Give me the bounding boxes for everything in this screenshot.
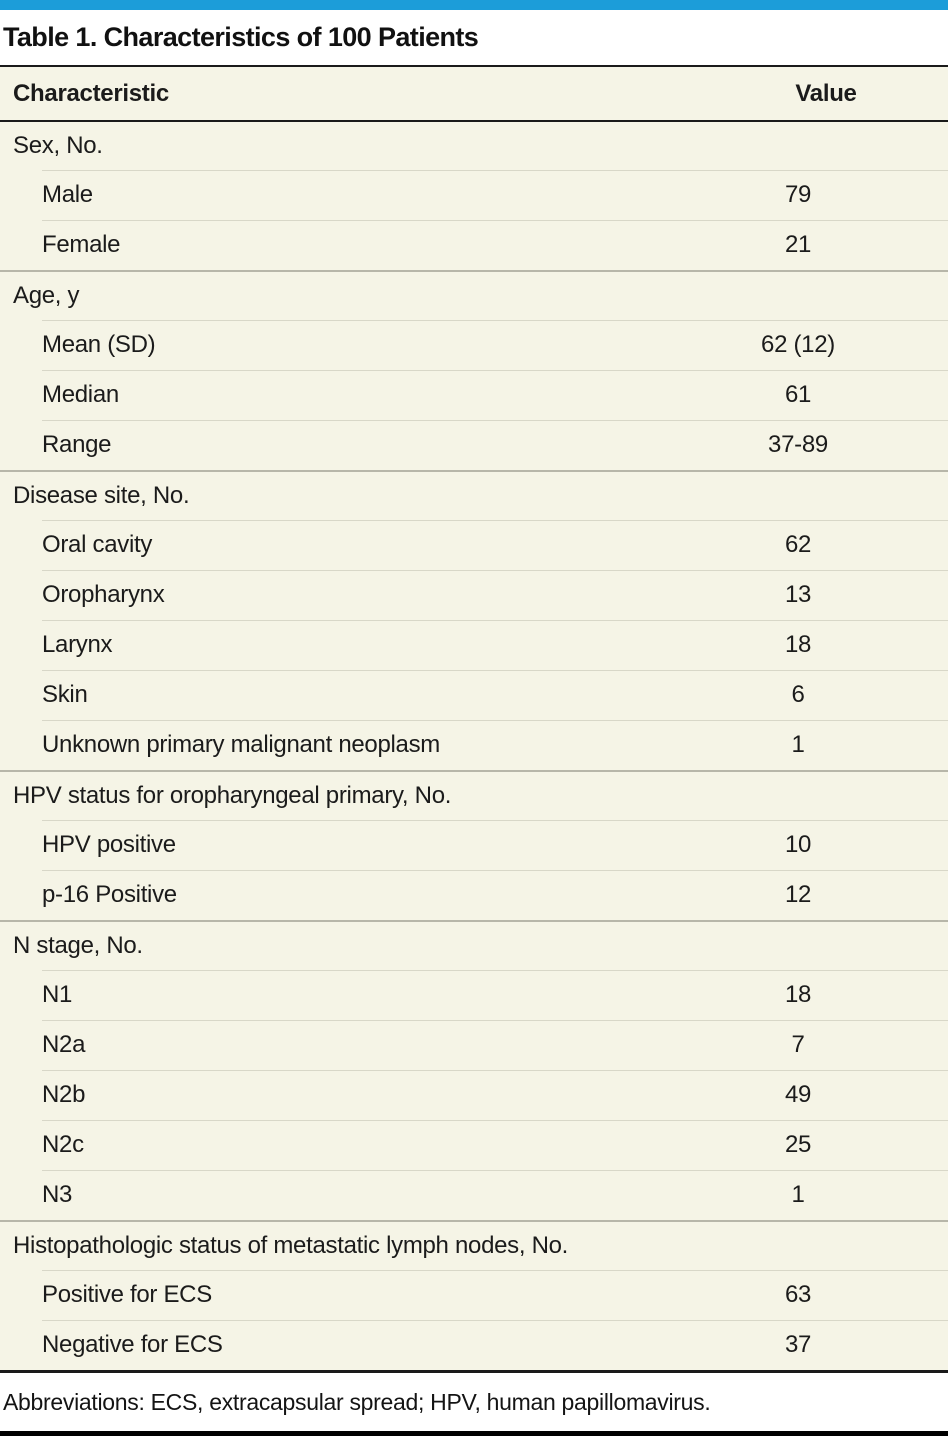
- table-row: Skin 6: [0, 670, 948, 720]
- row-label: Larynx: [42, 631, 113, 658]
- table-title-block: Table 1. Characteristics of 100 Patients: [0, 10, 948, 65]
- row-value: 37: [784, 1331, 812, 1358]
- row-label: Skin: [42, 681, 88, 708]
- abbreviations-footnote: Abbreviations: ECS, extracapsular spread…: [3, 1389, 711, 1415]
- row-label: N2b: [42, 1081, 86, 1108]
- accent-bar: [0, 0, 948, 10]
- table-section: Age, y Mean (SD) 62 (12) Median 61 Range 37-89: [0, 270, 948, 470]
- table-row: Oral cavity 62: [0, 520, 948, 570]
- row-value: 18: [784, 631, 812, 658]
- row-value: 7: [791, 1031, 805, 1058]
- table-title: Table 1. Characteristics of 100 Patients: [3, 22, 479, 52]
- row-label: Male: [42, 181, 93, 208]
- row-label: Positive for ECS: [42, 1281, 212, 1308]
- table-row: N2c 25: [0, 1120, 948, 1170]
- table-section: Histopathologic status of metastatic lym…: [0, 1220, 948, 1370]
- table-row: Median 61: [0, 370, 948, 420]
- row-label: Oral cavity: [42, 531, 153, 558]
- row-label: N2c: [42, 1131, 84, 1158]
- row-label: Negative for ECS: [42, 1331, 223, 1358]
- row-label: Unknown primary malignant neoplasm: [42, 731, 440, 758]
- table-row: Oropharynx 13: [0, 570, 948, 620]
- characteristics-table: Characteristic Value Sex, No. Male 79 Femal…: [0, 65, 948, 1373]
- table-row: Mean (SD) 62 (12): [0, 320, 948, 370]
- table-row: HPV positive 10: [0, 820, 948, 870]
- row-value: 62 (12): [761, 331, 835, 358]
- row-value: 79: [784, 181, 812, 208]
- row-label: HPV positive: [42, 831, 176, 858]
- table-section: HPV status for oropharyngeal primary, No…: [0, 770, 948, 920]
- table-row: Female 21: [0, 220, 948, 270]
- row-value: 10: [784, 831, 812, 858]
- row-label: Median: [42, 381, 119, 408]
- table-row: N2a 7: [0, 1020, 948, 1070]
- table-body: Sex, No. Male 79 Female 21 Age, y Mean (SD) 62 …: [0, 122, 948, 1370]
- row-value: 6: [791, 681, 805, 708]
- column-header-value: Value: [795, 79, 857, 107]
- row-label: N3: [42, 1181, 73, 1208]
- row-value: 62: [784, 531, 812, 558]
- row-value: 18: [784, 981, 812, 1008]
- row-value: 61: [784, 381, 812, 408]
- row-value: 25: [784, 1131, 812, 1158]
- table-section: N stage, No. N1 18 N2a 7 N2b 49 N2c 25 N3 1: [0, 920, 948, 1220]
- table-row: Range 37-89: [0, 420, 948, 470]
- row-value: 13: [784, 581, 812, 608]
- row-label: Female: [42, 231, 121, 258]
- table-row: Negative for ECS 37: [0, 1320, 948, 1370]
- section-header-label: Histopathologic status of metastatic lym…: [13, 1232, 569, 1259]
- section-header-label: N stage, No.: [13, 932, 143, 959]
- section-header-row: Sex, No.: [0, 122, 948, 170]
- table-row: N2b 49: [0, 1070, 948, 1120]
- table-section: Disease site, No. Oral cavity 62 Oropharynx…: [0, 470, 948, 770]
- footnote-block: Abbreviations: ECS, extracapsular spread…: [0, 1373, 948, 1440]
- column-header-characteristic: Characteristic: [13, 79, 169, 107]
- row-value: 49: [784, 1081, 812, 1108]
- row-label: p-16 Positive: [42, 881, 177, 908]
- table-row: Unknown primary malignant neoplasm 1: [0, 720, 948, 770]
- table-row: p-16 Positive 12: [0, 870, 948, 920]
- section-header-row: HPV status for oropharyngeal primary, No…: [0, 772, 948, 820]
- section-header-row: N stage, No.: [0, 922, 948, 970]
- table-section: Sex, No. Male 79 Female 21: [0, 122, 948, 270]
- row-value: 37-89: [768, 431, 828, 458]
- section-header-label: Disease site, No.: [13, 482, 190, 509]
- table-row: Positive for ECS 63: [0, 1270, 948, 1320]
- table-row: N3 1: [0, 1170, 948, 1220]
- section-header-label: Sex, No.: [13, 132, 103, 159]
- section-header-row: Histopathologic status of metastatic lym…: [0, 1222, 948, 1270]
- row-value: 21: [784, 231, 812, 258]
- row-value: 63: [784, 1281, 812, 1308]
- row-value: 1: [791, 1181, 805, 1208]
- section-header-row: Disease site, No.: [0, 472, 948, 520]
- table-row: N1 18: [0, 970, 948, 1020]
- row-label: Range: [42, 431, 112, 458]
- section-header-label: Age, y: [13, 282, 80, 309]
- table-row: Male 79: [0, 170, 948, 220]
- table-header-row: Characteristic Value: [0, 67, 948, 122]
- section-header-row: Age, y: [0, 272, 948, 320]
- row-value: 12: [784, 881, 812, 908]
- row-value: 1: [791, 731, 805, 758]
- row-label: Oropharynx: [42, 581, 165, 608]
- row-label: N1: [42, 981, 73, 1008]
- section-header-label: HPV status for oropharyngeal primary, No…: [13, 782, 452, 809]
- table-row: Larynx 18: [0, 620, 948, 670]
- row-label: N2a: [42, 1031, 86, 1058]
- row-label: Mean (SD): [42, 331, 156, 358]
